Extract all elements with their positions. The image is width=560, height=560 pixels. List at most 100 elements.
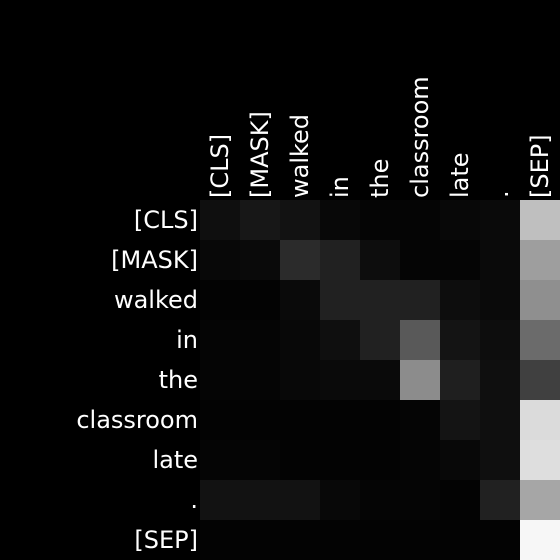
x-tick-labels: [CLS] [MASK] walked in the classroom late. [SEP…: [206, 76, 554, 198]
heatmap-cell-r5-c3: [320, 400, 360, 440]
x-tick-label: walked: [286, 114, 314, 198]
heatmap-cell-r2-c4: [360, 280, 400, 320]
heatmap-cell-r6-c8: [520, 440, 560, 480]
y-tick-label: [CLS]: [134, 206, 198, 234]
y-tick-label: .: [190, 486, 198, 514]
heatmap-cell-r7-c6: [440, 480, 480, 520]
heatmap-cell-r3-c2: [280, 320, 320, 360]
heatmap-cell-r6-c3: [320, 440, 360, 480]
heatmap-cell-r1-c8: [520, 240, 560, 280]
heatmap-cell-r7-c4: [360, 480, 400, 520]
heatmap-cell-r8-c6: [440, 520, 480, 560]
heatmap-cell-r2-c1: [240, 280, 280, 320]
heatmap-cell-r4-c5: [400, 360, 440, 400]
heatmap-cell-r0-c4: [360, 200, 400, 240]
y-tick-label: the: [159, 366, 198, 394]
heatmap-cell-r8-c7: [480, 520, 520, 560]
heatmap-cell-r5-c4: [360, 400, 400, 440]
heatmap-cell-r3-c4: [360, 320, 400, 360]
heatmap-cell-r3-c8: [520, 320, 560, 360]
heatmap-cell-r6-c4: [360, 440, 400, 480]
x-tick-label: classroom: [406, 76, 434, 198]
heatmap-cell-r6-c1: [240, 440, 280, 480]
heatmap-cell-r3-c1: [240, 320, 280, 360]
heatmap-cell-r0-c6: [440, 200, 480, 240]
heatmap-cell-r3-c7: [480, 320, 520, 360]
heatmap-cell-r4-c8: [520, 360, 560, 400]
heatmap-cell-r4-c3: [320, 360, 360, 400]
x-tick-label: [MASK]: [246, 111, 274, 198]
heatmap-cell-r7-c3: [320, 480, 360, 520]
heatmap-cell-r7-c5: [400, 480, 440, 520]
heatmap-cell-r7-c7: [480, 480, 520, 520]
heatmap-cell-r4-c0: [200, 360, 240, 400]
heatmap-cell-r4-c4: [360, 360, 400, 400]
heatmap-cell-r5-c0: [200, 400, 240, 440]
heatmap-cell-r3-c3: [320, 320, 360, 360]
heatmap-cell-r5-c1: [240, 400, 280, 440]
heatmap-cell-r1-c2: [280, 240, 320, 280]
heatmap-cell-r0-c7: [480, 200, 520, 240]
x-tick-label: the: [366, 159, 394, 198]
heatmap-cell-r4-c2: [280, 360, 320, 400]
heatmap-cell-r2-c0: [200, 280, 240, 320]
heatmap-cell-r0-c8: [520, 200, 560, 240]
heatmap-cell-r6-c7: [480, 440, 520, 480]
heatmap-cell-r6-c2: [280, 440, 320, 480]
heatmap-cell-r8-c5: [400, 520, 440, 560]
heatmap-cell-r4-c7: [480, 360, 520, 400]
y-tick-label: [SEP]: [134, 526, 198, 554]
x-tick-label: in: [326, 176, 354, 198]
heatmap-cell-r7-c2: [280, 480, 320, 520]
y-tick-label: [MASK]: [111, 246, 198, 274]
heatmap-cell-r1-c0: [200, 240, 240, 280]
heatmap-cell-r2-c7: [480, 280, 520, 320]
x-tick-label: [SEP]: [526, 134, 554, 198]
y-tick-label: walked: [114, 286, 198, 314]
heatmap-cell-r0-c1: [240, 200, 280, 240]
heatmap-cell-r1-c5: [400, 240, 440, 280]
y-tick-label: classroom: [76, 406, 198, 434]
heatmap-cell-r8-c0: [200, 520, 240, 560]
heatmap-cell-r5-c5: [400, 400, 440, 440]
heatmap-cell-r6-c5: [400, 440, 440, 480]
heatmap-cells: [200, 200, 560, 560]
heatmap-cell-r7-c1: [240, 480, 280, 520]
heatmap-cell-r0-c5: [400, 200, 440, 240]
heatmap-cell-r3-c0: [200, 320, 240, 360]
heatmap-cell-r6-c6: [440, 440, 480, 480]
heatmap-cell-r2-c8: [520, 280, 560, 320]
heatmap-cell-r2-c5: [400, 280, 440, 320]
y-tick-label: late: [152, 446, 198, 474]
heatmap-cell-r8-c8: [520, 520, 560, 560]
heatmap-cell-r8-c3: [320, 520, 360, 560]
heatmap-cell-r1-c1: [240, 240, 280, 280]
heatmap-cell-r5-c2: [280, 400, 320, 440]
heatmap-cell-r0-c2: [280, 200, 320, 240]
heatmap-cell-r5-c6: [440, 400, 480, 440]
heatmap-cell-r6-c0: [200, 440, 240, 480]
heatmap-cell-r4-c1: [240, 360, 280, 400]
x-tick-label: .: [486, 190, 514, 198]
heatmap-cell-r4-c6: [440, 360, 480, 400]
heatmap-cell-r7-c8: [520, 480, 560, 520]
heatmap-cell-r0-c0: [200, 200, 240, 240]
heatmap-cell-r5-c8: [520, 400, 560, 440]
heatmap-cell-r1-c4: [360, 240, 400, 280]
heatmap-cell-r8-c1: [240, 520, 280, 560]
heatmap-cell-r8-c4: [360, 520, 400, 560]
y-tick-labels: [CLS] [MASK] walked in the classroom late. [SEP…: [76, 206, 198, 554]
heatmap-cell-r0-c3: [320, 200, 360, 240]
heatmap-cell-r1-c3: [320, 240, 360, 280]
heatmap-cell-r1-c6: [440, 240, 480, 280]
heatmap-cell-r7-c0: [200, 480, 240, 520]
heatmap-cell-r5-c7: [480, 400, 520, 440]
heatmap-cell-r3-c6: [440, 320, 480, 360]
x-tick-label: [CLS]: [206, 134, 234, 198]
heatmap-cell-r8-c2: [280, 520, 320, 560]
heatmap-cell-r2-c2: [280, 280, 320, 320]
heatmap-cell-r1-c7: [480, 240, 520, 280]
heatmap-cell-r3-c5: [400, 320, 440, 360]
x-tick-label: late: [446, 152, 474, 198]
